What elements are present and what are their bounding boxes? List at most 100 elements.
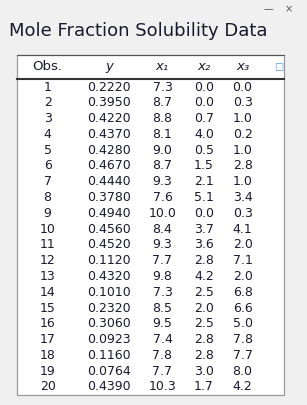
Text: 7.7: 7.7 — [233, 349, 253, 362]
Text: 1.7: 1.7 — [194, 380, 214, 394]
Text: 2.5: 2.5 — [194, 318, 214, 330]
Text: 0.5: 0.5 — [194, 144, 214, 157]
Text: 0.3060: 0.3060 — [87, 318, 131, 330]
Text: 9: 9 — [44, 207, 52, 220]
Text: 2.8: 2.8 — [194, 333, 214, 346]
Text: 0.3780: 0.3780 — [87, 191, 131, 204]
Text: 6.8: 6.8 — [233, 286, 253, 299]
Text: 6: 6 — [44, 160, 52, 173]
Text: 1.5: 1.5 — [194, 160, 214, 173]
Text: 8.4: 8.4 — [153, 223, 173, 236]
Text: 0.4940: 0.4940 — [87, 207, 131, 220]
Text: 9.0: 9.0 — [153, 144, 173, 157]
Text: 0.2320: 0.2320 — [87, 302, 131, 315]
Text: y: y — [105, 60, 113, 73]
Text: 5: 5 — [44, 144, 52, 157]
Text: 0.2: 0.2 — [233, 128, 253, 141]
Text: 3: 3 — [44, 112, 52, 125]
Text: 7.7: 7.7 — [153, 254, 173, 267]
Text: 3.4: 3.4 — [233, 191, 252, 204]
Text: 2.1: 2.1 — [194, 175, 214, 188]
Text: 7.3: 7.3 — [153, 81, 173, 94]
Text: 7.8: 7.8 — [153, 349, 173, 362]
Text: 0.0: 0.0 — [233, 81, 253, 94]
Text: 0.0: 0.0 — [194, 81, 214, 94]
Text: 0.4670: 0.4670 — [87, 160, 131, 173]
Text: 0.0: 0.0 — [194, 96, 214, 109]
Text: 4.0: 4.0 — [194, 128, 214, 141]
Text: 0.0923: 0.0923 — [87, 333, 131, 346]
Text: 0.4390: 0.4390 — [87, 380, 131, 394]
Text: ×: × — [285, 4, 293, 14]
Text: 0.3: 0.3 — [233, 96, 253, 109]
Text: 0.4440: 0.4440 — [87, 175, 131, 188]
Text: 0.4220: 0.4220 — [87, 112, 131, 125]
Text: 0.4370: 0.4370 — [87, 128, 131, 141]
Text: 15: 15 — [40, 302, 56, 315]
Text: 3.0: 3.0 — [194, 364, 214, 378]
Text: 12: 12 — [40, 254, 56, 267]
Text: 2.0: 2.0 — [194, 302, 214, 315]
Text: 0.1010: 0.1010 — [87, 286, 131, 299]
Text: 4: 4 — [44, 128, 52, 141]
Text: 7.1: 7.1 — [233, 254, 253, 267]
Text: 8.5: 8.5 — [153, 302, 173, 315]
Text: 7: 7 — [44, 175, 52, 188]
Text: 1: 1 — [44, 81, 52, 94]
Text: 16: 16 — [40, 318, 56, 330]
Text: x₃: x₃ — [236, 60, 249, 73]
Text: 8: 8 — [44, 191, 52, 204]
Text: x₁: x₁ — [156, 60, 169, 73]
Text: 8.7: 8.7 — [153, 96, 173, 109]
Text: —: — — [264, 4, 274, 14]
Text: 9.8: 9.8 — [153, 270, 173, 283]
Text: 0.1160: 0.1160 — [87, 349, 131, 362]
Text: 3.7: 3.7 — [194, 223, 214, 236]
Text: 19: 19 — [40, 364, 56, 378]
Text: 2.0: 2.0 — [233, 270, 253, 283]
Text: 4.2: 4.2 — [233, 380, 252, 394]
Text: 2.8: 2.8 — [194, 254, 214, 267]
Text: 0.4560: 0.4560 — [87, 223, 131, 236]
Text: 0.7: 0.7 — [194, 112, 214, 125]
Text: 4.2: 4.2 — [194, 270, 214, 283]
Text: 18: 18 — [40, 349, 56, 362]
Text: x₂: x₂ — [197, 60, 211, 73]
Text: 0.1120: 0.1120 — [87, 254, 131, 267]
Text: 5.0: 5.0 — [233, 318, 253, 330]
Text: □: □ — [274, 62, 283, 72]
Text: 7.6: 7.6 — [153, 191, 173, 204]
Text: Mole Fraction Solubility Data: Mole Fraction Solubility Data — [9, 22, 267, 40]
Text: 8.8: 8.8 — [153, 112, 173, 125]
Text: 2.5: 2.5 — [194, 286, 214, 299]
Text: 11: 11 — [40, 239, 56, 252]
Text: 6.6: 6.6 — [233, 302, 252, 315]
Text: 7.7: 7.7 — [153, 364, 173, 378]
Text: 7.8: 7.8 — [233, 333, 253, 346]
Text: 8.1: 8.1 — [153, 128, 173, 141]
Text: 1.0: 1.0 — [233, 112, 253, 125]
Text: 0.0: 0.0 — [194, 207, 214, 220]
Text: 8.7: 8.7 — [153, 160, 173, 173]
Text: 0.4320: 0.4320 — [87, 270, 131, 283]
Text: 3.6: 3.6 — [194, 239, 214, 252]
Text: 0.2220: 0.2220 — [87, 81, 131, 94]
Text: 5.1: 5.1 — [194, 191, 214, 204]
Text: 4.1: 4.1 — [233, 223, 252, 236]
Text: 8.0: 8.0 — [233, 364, 253, 378]
Text: 0.3: 0.3 — [233, 207, 253, 220]
Text: 9.3: 9.3 — [153, 239, 172, 252]
Text: 0.4520: 0.4520 — [87, 239, 131, 252]
Text: 0.3950: 0.3950 — [87, 96, 131, 109]
Text: 10.3: 10.3 — [149, 380, 176, 394]
Text: 0.4280: 0.4280 — [87, 144, 131, 157]
Text: Obs.: Obs. — [33, 60, 63, 73]
Text: 7.4: 7.4 — [153, 333, 173, 346]
Text: 2.0: 2.0 — [233, 239, 253, 252]
Text: 0.0764: 0.0764 — [87, 364, 131, 378]
Text: 9.5: 9.5 — [153, 318, 173, 330]
Text: 13: 13 — [40, 270, 56, 283]
Text: 9.3: 9.3 — [153, 175, 172, 188]
Text: 2.8: 2.8 — [233, 160, 253, 173]
Text: 17: 17 — [40, 333, 56, 346]
